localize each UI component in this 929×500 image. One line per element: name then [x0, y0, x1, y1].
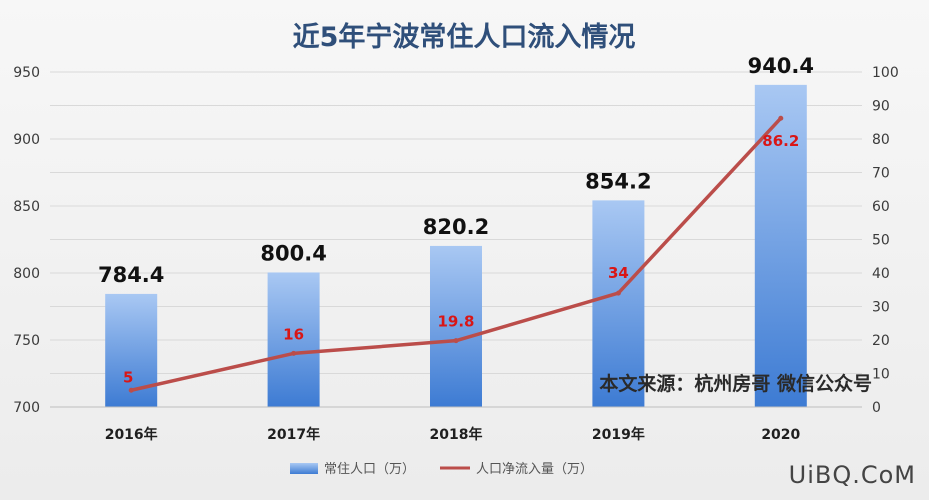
bar-data-label: 820.2 [423, 215, 489, 239]
legend-bar-swatch [290, 463, 318, 474]
y-left-tick-label: 950 [13, 65, 40, 81]
line-point [291, 350, 297, 356]
bar-data-label: 940.4 [748, 54, 814, 78]
line-point [128, 387, 134, 393]
y-left-tick-label: 900 [13, 132, 40, 148]
legend-label-bar: 常住人口（万） [324, 462, 415, 477]
bar-data-label: 784.4 [98, 263, 164, 287]
line-data-label: 5 [123, 368, 133, 386]
chart-title: 近5年宁波常住人口流入情况 [293, 21, 636, 53]
y-right-tick-label: 30 [872, 300, 890, 316]
x-tick-label: 2017年 [267, 426, 320, 443]
y-left-tick-label: 800 [13, 266, 40, 282]
y-right-tick-label: 50 [872, 233, 890, 249]
line-data-label: 86.2 [762, 132, 799, 150]
y-left-tick-label: 850 [13, 199, 40, 215]
x-tick-label: 2018年 [430, 426, 483, 443]
y-right-tick-label: 100 [872, 65, 899, 81]
watermark-logo: UiBQ.CoM [789, 461, 916, 489]
bar [592, 200, 645, 407]
bar-data-label: 800.4 [260, 241, 326, 265]
y-right-tick-label: 80 [872, 132, 890, 148]
x-tick-label: 2016年 [105, 426, 158, 443]
source-note: 本文来源：杭州房哥 微信公众号 [599, 372, 872, 395]
x-tick-label: 2019年 [592, 426, 645, 443]
x-tick-label: 2020 [761, 427, 800, 443]
y-right-tick-label: 90 [872, 99, 890, 115]
line-data-label: 19.8 [437, 313, 474, 331]
y-left-tick-label: 700 [13, 400, 40, 416]
line-point [453, 338, 459, 344]
line-point [778, 115, 784, 121]
bar [267, 272, 320, 407]
y-right-tick-label: 60 [872, 199, 890, 215]
y-right-tick-label: 0 [872, 400, 881, 416]
y-right-tick-label: 10 [872, 367, 890, 383]
legend-label-line: 人口净流入量（万） [476, 462, 593, 477]
line-data-label: 34 [608, 264, 629, 282]
line-data-label: 16 [283, 325, 304, 343]
line-point [615, 290, 621, 296]
y-right-tick-label: 70 [872, 166, 890, 182]
y-right-tick-label: 40 [872, 266, 890, 282]
y-right-tick-label: 20 [872, 333, 890, 349]
bar [430, 245, 482, 407]
y-left-tick-label: 750 [13, 333, 40, 349]
bar-data-label: 854.2 [585, 169, 651, 193]
